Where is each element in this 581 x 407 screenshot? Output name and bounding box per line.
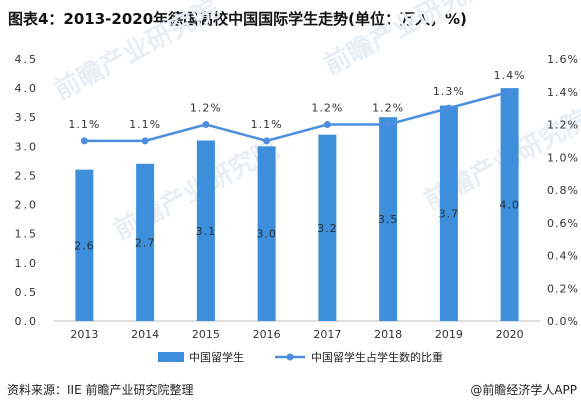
watermark: 前瞻产业研究院: [49, 0, 224, 106]
bar-data-label: 3.0: [256, 228, 277, 241]
watermark: 前瞻产业研究院: [319, 0, 494, 81]
line-point: [323, 121, 331, 128]
y-left-tick-label: 2.0: [15, 199, 39, 212]
bar-data-label: 3.7: [439, 207, 460, 220]
y-right-tick-label: 0.4%: [547, 250, 579, 263]
y-left-tick-label: 0.5: [15, 286, 39, 299]
bar: [318, 134, 337, 321]
x-tick-label: 2020: [496, 328, 524, 341]
axes: 0.0 0.5 1.0 1.5 2.0 2.5 3.0 3.5 4.0 4.5 0.0% 0.2% 0.…: [15, 53, 579, 341]
bar: [439, 105, 458, 321]
bar-data-label: 2.7: [135, 236, 156, 249]
y-right-tick-label: 0.0%: [547, 315, 579, 328]
line-path: [84, 90, 510, 143]
line-point: [80, 137, 88, 145]
y-left-tick-label: 0.0: [15, 315, 39, 328]
legend: 中国留学生 中国留学生占学生数的比重: [158, 350, 443, 364]
bar: [379, 117, 398, 321]
legend-line-marker: [286, 353, 294, 361]
y-left-tick-label: 1.5: [15, 228, 39, 241]
line-data-label: 1.2%: [372, 102, 404, 115]
y-right-tick-label: 1.6%: [547, 53, 579, 66]
bar-data-label: 2.6: [74, 239, 95, 252]
line-data-label: 1.2%: [190, 102, 222, 115]
source-note: 资料来源：IIE 前瞻产业研究院整理: [7, 383, 194, 397]
y-left-tick-label: 3.0: [15, 140, 39, 153]
y-right-tick-label: 0.2%: [547, 282, 579, 295]
bar: [196, 140, 215, 321]
y-right-tick-label: 0.8%: [547, 184, 579, 197]
x-tick-label: 2018: [374, 328, 402, 341]
line-data-label: 1.3%: [433, 85, 465, 98]
bar-data-label: 3.1: [196, 225, 217, 238]
bar: [500, 88, 519, 321]
line-data-label: 1.2%: [311, 102, 343, 115]
y-right-tick-label: 0.6%: [547, 217, 579, 230]
line-series: 1.1% 1.1% 1.2% 1.1% 1.2% 1.2% 1.3% 1.4%: [68, 69, 525, 145]
bar-data-label: 3.2: [317, 222, 338, 235]
x-tick-label: 2017: [313, 328, 341, 341]
legend-bar-label: 中国留学生: [189, 350, 244, 364]
y-right-tick-label: 1.0%: [547, 151, 579, 164]
x-tick-label: 2016: [253, 328, 281, 341]
line-point: [141, 137, 149, 145]
bar-series: 2.6 2.7 3.1 3.0 3.2 3.5 3.7 4.0: [74, 88, 520, 321]
y-right-tick-label: 1.4%: [547, 86, 579, 99]
line-data-label: 1.1%: [129, 118, 161, 131]
line-data-label: 1.1%: [68, 118, 100, 131]
line-point: [263, 137, 271, 145]
x-tick-label: 2014: [131, 328, 159, 341]
x-tick-label: 2013: [70, 328, 98, 341]
bar-data-label: 3.5: [378, 213, 399, 226]
line-data-label: 1.1%: [251, 118, 283, 131]
line-data-label: 1.4%: [494, 69, 526, 82]
bar: [257, 146, 276, 321]
bar-data-label: 4.0: [499, 199, 520, 212]
line-point: [506, 88, 514, 96]
legend-line-label: 中国留学生占学生数的比重: [311, 350, 443, 364]
brand-credit: @前瞻经济学人APP: [470, 383, 577, 397]
line-point: [202, 121, 210, 128]
y-left-tick-label: 2.5: [15, 169, 39, 182]
y-left-tick-label: 3.5: [15, 111, 39, 124]
x-tick-label: 2015: [192, 328, 220, 341]
bar: [136, 163, 155, 321]
y-right-tick-label: 1.2%: [547, 119, 579, 132]
y-left-tick-label: 1.0: [15, 257, 39, 270]
legend-bar-swatch: [158, 352, 184, 362]
bar: [75, 169, 94, 321]
line-point: [445, 104, 453, 112]
chart-title: 图表4：2013-2020年德国高校中国国际学生走势(单位：万人，%): [8, 10, 467, 28]
line-point: [384, 121, 392, 128]
y-left-tick-label: 4.0: [15, 82, 39, 95]
y-left-tick-label: 4.5: [15, 53, 39, 66]
x-tick-label: 2019: [435, 328, 463, 341]
